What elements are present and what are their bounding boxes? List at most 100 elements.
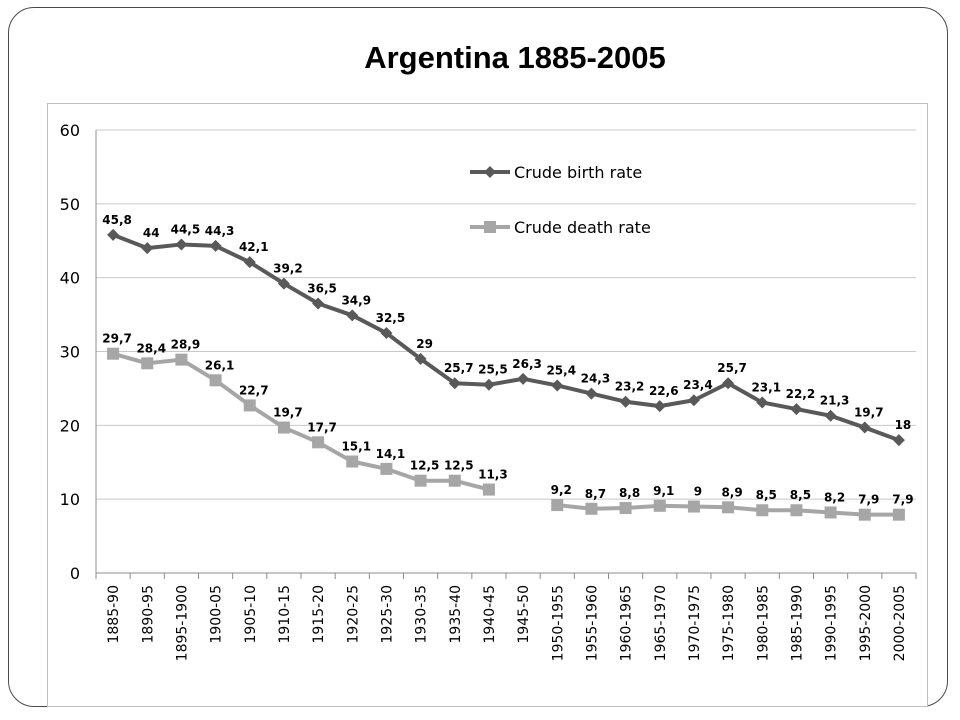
death-rate-data-label: 8,7 xyxy=(585,487,606,501)
x-tick-label: 1945-50 xyxy=(516,585,532,644)
birth-rate-data-label: 36,5 xyxy=(307,282,337,296)
y-tick-label: 20 xyxy=(60,416,80,435)
death-rate-marker xyxy=(243,399,256,412)
birth-rate-marker xyxy=(824,409,837,422)
birth-rate-data-label: 23,2 xyxy=(615,380,645,394)
x-tick-label: 1975-1980 xyxy=(721,585,737,661)
birth-rate-data-label: 25,7 xyxy=(444,361,474,375)
birth-rate-marker xyxy=(448,377,461,390)
death-rate-marker xyxy=(585,502,598,515)
death-rate-data-label: 17,7 xyxy=(307,420,337,434)
death-rate-data-label: 14,1 xyxy=(376,447,406,461)
birth-rate-data-label: 32,5 xyxy=(376,311,406,325)
birth-rate-marker xyxy=(517,372,530,385)
x-tick-label: 1960-1965 xyxy=(619,585,635,661)
birth-rate-data-label: 39,2 xyxy=(273,262,303,276)
birth-rate-data-label: 18 xyxy=(895,418,912,432)
birth-rate-data-label: 25,7 xyxy=(717,361,747,375)
birth-rate-marker xyxy=(585,387,598,400)
birth-rate-marker xyxy=(790,403,803,416)
legend-death-marker xyxy=(484,221,496,233)
y-tick-label: 0 xyxy=(70,564,80,583)
death-rate-data-label: 7,9 xyxy=(892,493,913,507)
death-rate-marker xyxy=(107,347,120,360)
x-tick-label: 1940-45 xyxy=(482,585,498,644)
birth-rate-data-label: 34,9 xyxy=(341,293,371,307)
death-rate-data-label: 8,5 xyxy=(756,488,777,502)
death-rate-data-label: 8,2 xyxy=(824,490,845,504)
x-tick-label: 1895-1900 xyxy=(174,585,190,661)
birth-rate-data-label: 23,4 xyxy=(683,378,713,392)
birth-rate-marker xyxy=(414,352,427,365)
birth-rate-marker xyxy=(756,396,769,409)
birth-rate-marker xyxy=(892,434,905,447)
y-tick-label: 60 xyxy=(60,121,80,140)
death-rate-marker xyxy=(551,499,564,512)
legend-birth-marker xyxy=(484,166,496,178)
death-rate-data-label: 12,5 xyxy=(444,459,474,473)
death-rate-marker xyxy=(687,500,700,513)
x-tick-label: 1985-1990 xyxy=(789,585,805,661)
slide-title: Argentina 1885-2005 xyxy=(364,40,666,75)
x-tick-label: 1905-10 xyxy=(243,585,259,644)
death-rate-data-label: 9 xyxy=(694,485,702,499)
x-tick-label: 2000-2005 xyxy=(892,585,908,661)
x-tick-label: 1890-95 xyxy=(140,585,156,644)
x-tick-label: 1900-05 xyxy=(209,585,225,644)
birth-rate-marker xyxy=(687,394,700,407)
death-rate-marker xyxy=(653,499,666,512)
birth-rate-data-label: 29 xyxy=(416,337,433,351)
birth-rate-marker xyxy=(312,297,325,310)
x-tick-label: 1950-1955 xyxy=(550,585,566,661)
death-rate-data-label: 7,9 xyxy=(858,493,879,507)
birth-rate-marker xyxy=(858,421,871,434)
y-tick-label: 50 xyxy=(60,195,80,214)
x-tick-label: 1970-1975 xyxy=(687,585,703,661)
death-rate-data-label: 22,7 xyxy=(239,383,269,397)
birth-rate-data-label: 22,2 xyxy=(786,387,816,401)
death-rate-marker xyxy=(277,421,290,434)
death-rate-data-label: 9,2 xyxy=(551,483,572,497)
birth-rate-marker xyxy=(653,400,666,413)
death-rate-marker xyxy=(858,508,871,521)
death-rate-data-label: 26,1 xyxy=(205,358,235,372)
birth-rate-data-label: 19,7 xyxy=(854,406,884,420)
birth-rate-data-label: 44 xyxy=(143,226,160,240)
birth-rate-marker xyxy=(209,239,222,252)
death-rate-data-label: 9,1 xyxy=(653,484,674,498)
death-rate-marker xyxy=(482,483,495,496)
birth-rate-data-label: 42,1 xyxy=(239,240,269,254)
birth-rate-data-label: 21,3 xyxy=(820,394,850,408)
death-rate-data-label: 15,1 xyxy=(341,440,371,454)
birth-rate-marker xyxy=(243,256,256,269)
x-tick-label: 1955-1960 xyxy=(584,585,600,661)
x-tick-label: 1930-35 xyxy=(414,585,430,644)
birth-rate-data-label: 25,4 xyxy=(546,363,576,377)
birth-rate-marker xyxy=(380,327,393,340)
birth-rate-marker xyxy=(107,228,120,241)
death-rate-data-label: 8,5 xyxy=(790,488,811,502)
death-rate-data-label: 28,4 xyxy=(136,341,166,355)
death-rate-marker xyxy=(414,474,427,487)
legend-birth-label: Crude birth rate xyxy=(514,163,642,182)
birth-rate-line xyxy=(112,232,900,442)
x-tick-label: 1915-20 xyxy=(311,585,327,644)
death-rate-marker xyxy=(209,374,222,387)
death-rate-marker xyxy=(448,474,461,487)
birth-rate-marker xyxy=(619,395,632,408)
birth-rate-marker xyxy=(141,242,154,255)
y-tick-label: 30 xyxy=(60,343,80,362)
death-rate-marker xyxy=(141,357,154,370)
death-rate-data-label: 19,7 xyxy=(273,406,303,420)
x-tick-label: 1965-1970 xyxy=(653,585,669,661)
birth-rate-data-label: 26,3 xyxy=(512,357,542,371)
death-rate-data-label: 8,8 xyxy=(619,486,640,500)
birth-rate-marker xyxy=(175,238,188,251)
death-rate-data-label: 28,9 xyxy=(171,338,201,352)
death-rate-marker xyxy=(346,455,359,468)
birth-rate-data-label: 45,8 xyxy=(102,213,132,227)
birth-rate-marker xyxy=(722,377,735,390)
legend-death-label: Crude death rate xyxy=(514,218,651,237)
birth-rate-data-label: 24,3 xyxy=(581,372,611,386)
